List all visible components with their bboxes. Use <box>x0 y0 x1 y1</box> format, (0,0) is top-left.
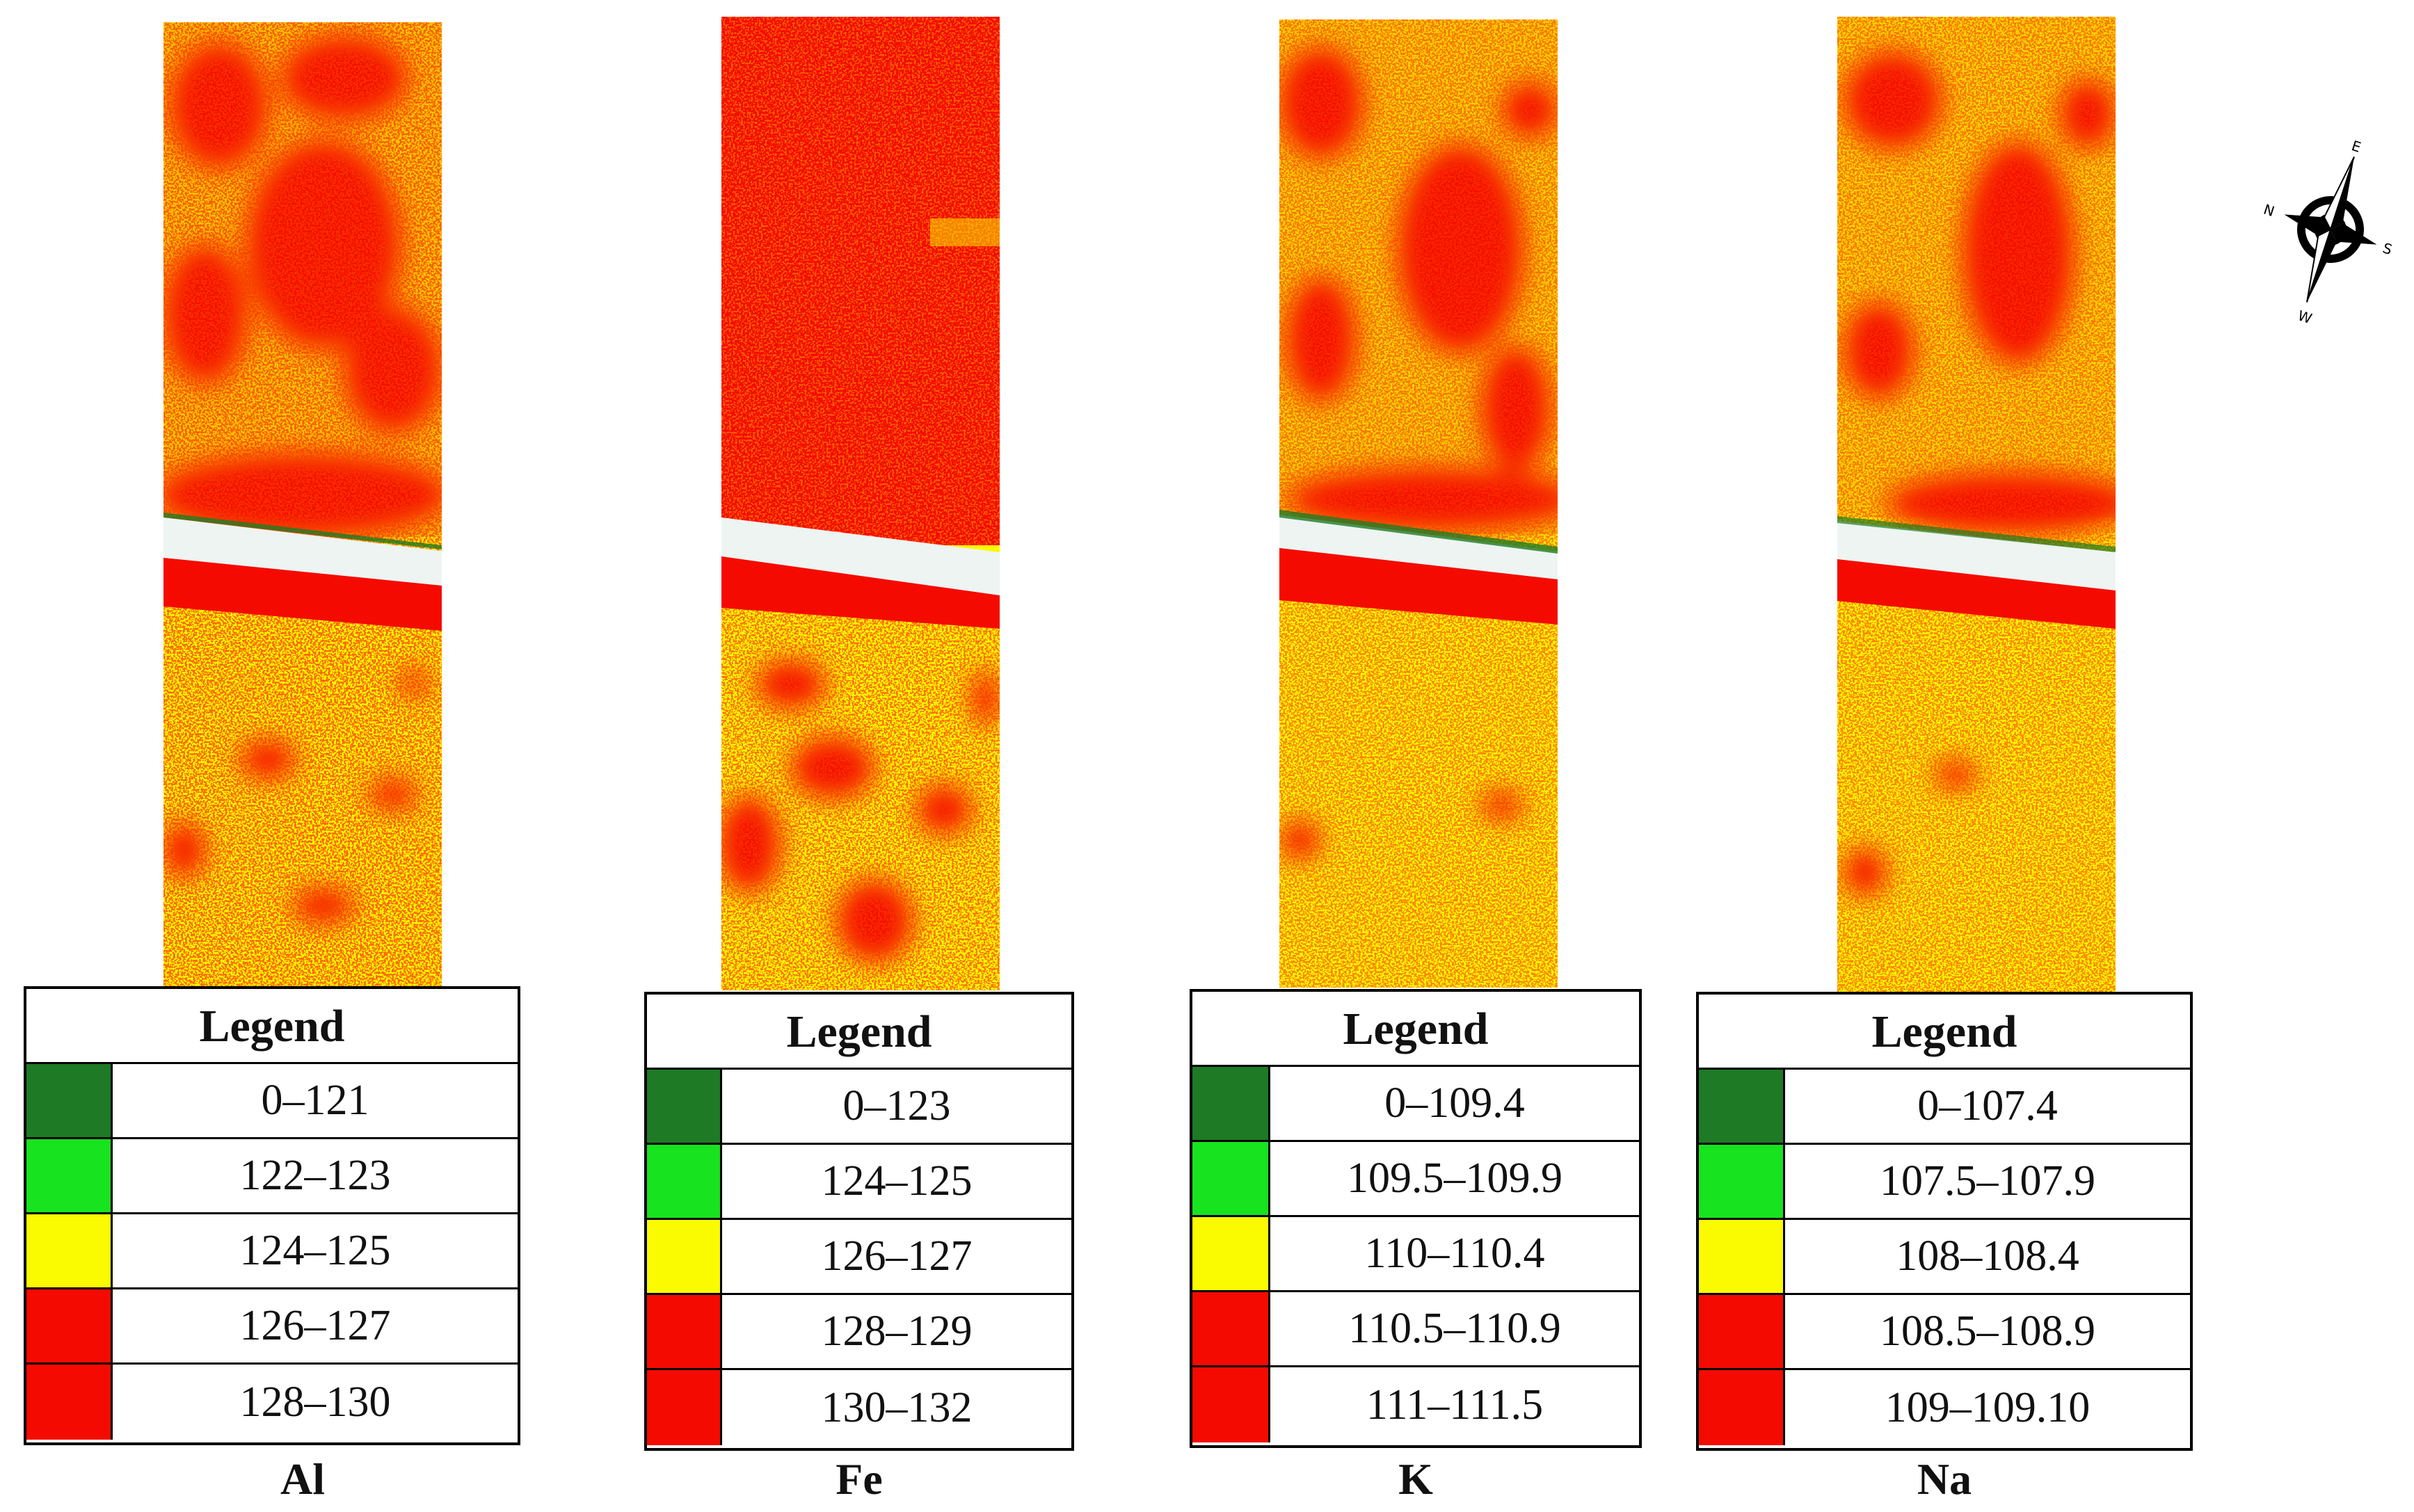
compass-s-label: S <box>2381 239 2394 258</box>
legend-swatch <box>1699 1070 1785 1143</box>
legend-row: 108–108.4 <box>1699 1220 2190 1295</box>
element-label-al: Al <box>280 1454 325 1504</box>
legend-title: Legend <box>647 995 1071 1070</box>
compass-e-label: E <box>2349 137 2363 156</box>
legend-row: 126–127 <box>647 1220 1071 1295</box>
legend-row: 111–111.5 <box>1192 1367 1639 1442</box>
legend-row: 128–129 <box>647 1295 1071 1370</box>
legend-swatch <box>1192 1067 1270 1140</box>
legend-swatch <box>26 1064 113 1137</box>
legend-row: 128–130 <box>26 1365 518 1440</box>
legend-row: 0–107.4 <box>1699 1070 2190 1145</box>
legend-swatch <box>1192 1292 1270 1365</box>
legend-range: 110.5–110.9 <box>1348 1305 1561 1352</box>
map-k <box>1279 19 1558 988</box>
legend-range: 109.5–109.9 <box>1347 1155 1562 1202</box>
legend-row: 122–123 <box>26 1139 518 1214</box>
legend-row: 109–109.10 <box>1699 1370 2190 1445</box>
legend-row: 108.5–108.9 <box>1699 1295 2190 1370</box>
legend-k: Legend 0–109.4 109.5–109.9 110–110.4 110.5–1… <box>1190 989 1642 1448</box>
legend-range: 0–123 <box>842 1082 951 1129</box>
legend-title: Legend <box>1192 992 1639 1067</box>
legend-row: 124–125 <box>647 1145 1071 1220</box>
legend-range: 108–108.4 <box>1896 1232 2079 1280</box>
legend-range: 0–107.4 <box>1917 1082 2058 1129</box>
legend-row: 0–123 <box>647 1070 1071 1145</box>
legend-al: Legend 0–121 122–123 124–125 126–127 128–130 <box>24 986 520 1445</box>
legend-range: 107.5–107.9 <box>1880 1157 2095 1205</box>
legend-range: 0–109.4 <box>1384 1079 1525 1127</box>
legend-row: 0–121 <box>26 1064 518 1139</box>
legend-row: 110–110.4 <box>1192 1217 1639 1292</box>
legend-range: 0–121 <box>261 1077 369 1124</box>
legend-row: 0–109.4 <box>1192 1067 1639 1142</box>
map-na <box>1837 17 2116 992</box>
legend-row: 124–125 <box>26 1214 518 1289</box>
legend-range: 122–123 <box>239 1152 391 1199</box>
legend-swatch <box>1699 1370 1785 1445</box>
legend-swatch <box>1699 1220 1785 1293</box>
legend-swatch <box>1699 1145 1785 1218</box>
map-fe <box>721 17 1000 990</box>
legend-swatch <box>647 1220 722 1293</box>
legend-swatch <box>26 1214 113 1287</box>
legend-swatch <box>26 1289 113 1362</box>
legend-swatch <box>1192 1142 1270 1215</box>
legend-swatch <box>647 1295 722 1368</box>
legend-swatch <box>647 1145 722 1218</box>
legend-row: 109.5–109.9 <box>1192 1142 1639 1217</box>
legend-range: 124–125 <box>239 1227 391 1274</box>
legend-fe: Legend 0–123 124–125 126–127 128–129 130–132 <box>644 992 1074 1451</box>
legend-range: 109–109.10 <box>1885 1383 2091 1431</box>
legend-swatch <box>647 1070 722 1143</box>
legend-row: 126–127 <box>26 1289 518 1365</box>
legend-title: Legend <box>1699 995 2190 1070</box>
legend-range: 110–110.4 <box>1364 1230 1545 1277</box>
legend-swatch <box>1699 1295 1785 1368</box>
compass-w-label: W <box>2296 307 2314 327</box>
legend-swatch <box>1192 1217 1270 1290</box>
legend-swatch <box>1192 1367 1270 1442</box>
element-label-na: Na <box>1917 1454 1972 1504</box>
compass-n-label: N <box>2262 201 2277 220</box>
legend-range: 128–130 <box>239 1378 391 1426</box>
legend-range: 124–125 <box>821 1157 973 1205</box>
element-label-k: K <box>1398 1454 1433 1504</box>
legend-title: Legend <box>26 989 518 1064</box>
legend-range: 111–111.5 <box>1366 1381 1544 1429</box>
legend-row: 110.5–110.9 <box>1192 1292 1639 1367</box>
legend-row: 107.5–107.9 <box>1699 1145 2190 1220</box>
compass-rose-icon: E W N S <box>2262 137 2395 327</box>
legend-range: 128–129 <box>821 1308 973 1355</box>
legend-na: Legend 0–107.4 107.5–107.9 108–108.4 108.5–1… <box>1696 992 2193 1451</box>
legend-row: 130–132 <box>647 1370 1071 1445</box>
legend-range: 108.5–108.9 <box>1880 1308 2095 1355</box>
legend-swatch <box>26 1139 113 1212</box>
legend-swatch <box>647 1370 722 1445</box>
legend-range: 126–127 <box>821 1232 973 1280</box>
legend-range: 126–127 <box>239 1302 391 1349</box>
element-label-fe: Fe <box>836 1454 883 1504</box>
legend-range: 130–132 <box>821 1383 973 1431</box>
map-al <box>163 22 442 988</box>
legend-swatch <box>26 1365 113 1440</box>
